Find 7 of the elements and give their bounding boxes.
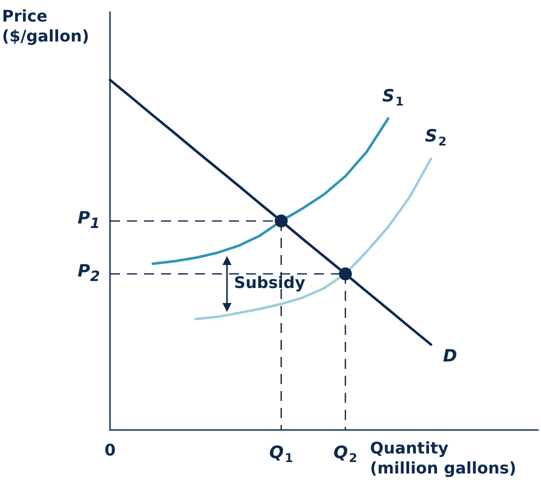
x-tick-label: 0 <box>104 440 116 460</box>
ref-line-label: P$_{1}$ <box>78 208 100 232</box>
y-axis-title: Price ($/gallon) <box>2 6 90 46</box>
ref-line-label: P$_{2}$ <box>78 261 100 286</box>
series-label: D <box>443 346 458 367</box>
annotation: Subsidy <box>234 273 306 292</box>
x-axis-title: Quantity (million gallons) <box>370 438 516 478</box>
